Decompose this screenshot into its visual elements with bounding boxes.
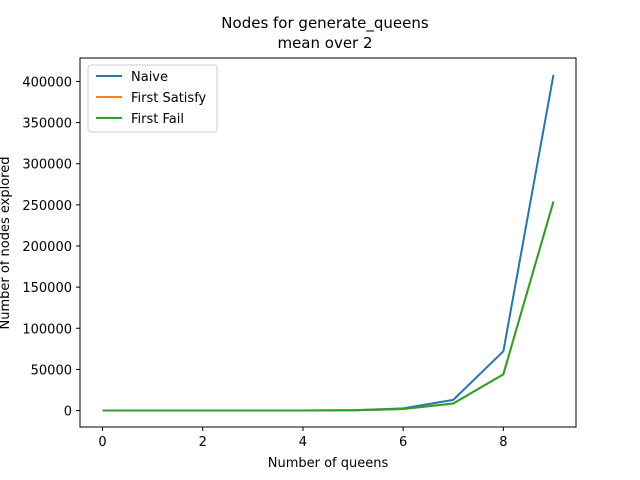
y-tick-label: 250000 xyxy=(22,199,72,214)
y-tick-label: 350000 xyxy=(22,117,72,132)
x-tick-label: 4 xyxy=(299,435,307,450)
y-axis-ticks: 0 50000 100000 150000 200000 250000 300000 3500… xyxy=(22,75,80,420)
legend-box xyxy=(87,64,218,133)
x-axis-label: Number of queens xyxy=(268,456,389,471)
x-axis-ticks: 0 2 4 6 8 xyxy=(98,427,507,450)
chart-subtitle: mean over 2 xyxy=(277,34,372,52)
y-tick-label: 150000 xyxy=(22,281,72,296)
chart-title: Nodes for generate_queens xyxy=(221,14,429,33)
x-tick-label: 2 xyxy=(199,435,207,450)
x-tick-label: 8 xyxy=(499,435,507,450)
legend-label-first-fail: First Fail xyxy=(131,112,184,127)
legend-label-first-satisfy: First Satisfy xyxy=(131,91,207,106)
y-axis-label: Number of nodes explored xyxy=(0,157,13,330)
x-tick-label: 0 xyxy=(98,435,106,450)
series-line-first-fail xyxy=(102,201,555,412)
y-tick-label: 300000 xyxy=(22,158,72,173)
plot-frame xyxy=(79,57,577,428)
y-tick-label: 100000 xyxy=(22,322,72,337)
legend: Naive First Satisfy First Fail xyxy=(87,64,218,133)
y-tick-label: 0 xyxy=(64,405,72,420)
x-tick-label: 6 xyxy=(399,435,407,450)
legend-label-naive: Naive xyxy=(131,70,168,85)
y-tick-label: 400000 xyxy=(22,75,72,90)
y-tick-label: 50000 xyxy=(31,363,72,378)
series-layer xyxy=(102,74,555,412)
y-tick-label: 200000 xyxy=(22,240,72,255)
